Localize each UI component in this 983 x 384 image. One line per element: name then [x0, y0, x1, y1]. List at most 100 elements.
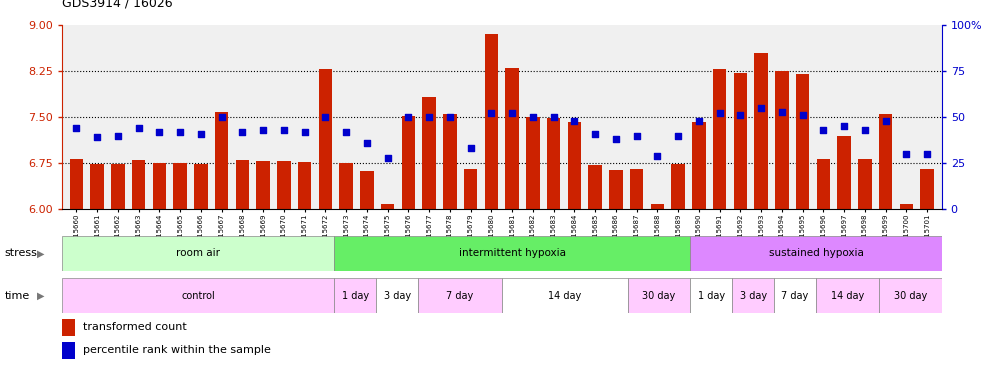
Bar [568, 122, 581, 209]
Point [193, 131, 208, 137]
Bar [776, 71, 788, 209]
Bar [152, 163, 166, 209]
Point [857, 127, 873, 133]
Bar [838, 136, 851, 209]
Text: transformed count: transformed count [83, 322, 187, 333]
Bar [796, 74, 809, 209]
Bar [690, 278, 732, 313]
Point [504, 110, 520, 116]
Bar [879, 114, 893, 209]
Bar [485, 34, 498, 209]
Bar [651, 204, 665, 209]
Point [670, 132, 686, 139]
Text: 30 day: 30 day [894, 291, 927, 301]
Point [566, 118, 582, 124]
Bar [879, 278, 942, 313]
Bar [90, 164, 104, 209]
Bar [526, 117, 540, 209]
Bar [589, 165, 602, 209]
Bar [733, 73, 747, 209]
Point [297, 129, 313, 135]
Bar [443, 114, 457, 209]
Bar [858, 159, 872, 209]
Bar [775, 278, 816, 313]
Bar [195, 164, 207, 209]
Text: 7 day: 7 day [446, 291, 474, 301]
Point [837, 123, 852, 129]
Text: ▶: ▶ [37, 291, 45, 301]
Point [338, 129, 354, 135]
Point [256, 127, 271, 133]
Point [276, 127, 292, 133]
Point [525, 114, 541, 120]
Point [89, 134, 105, 141]
Bar [318, 69, 332, 209]
Point [650, 153, 665, 159]
Bar [70, 159, 84, 209]
Bar [692, 122, 706, 209]
Bar [732, 278, 775, 313]
Point [795, 112, 811, 118]
Point [401, 114, 417, 120]
Point [359, 140, 375, 146]
Point [898, 151, 914, 157]
Bar [62, 278, 334, 313]
Bar [547, 118, 560, 209]
Bar [339, 163, 353, 209]
Bar [334, 278, 376, 313]
Point [587, 131, 603, 137]
Point [878, 118, 894, 124]
Point [463, 146, 479, 152]
Text: 30 day: 30 day [642, 291, 675, 301]
Point [629, 132, 645, 139]
Point [546, 114, 561, 120]
Bar [215, 112, 228, 209]
Bar [816, 278, 879, 313]
Point [422, 114, 437, 120]
Point [214, 114, 230, 120]
Bar [298, 162, 312, 209]
Bar [423, 98, 435, 209]
Bar [173, 163, 187, 209]
Bar [257, 161, 270, 209]
Text: 7 day: 7 day [781, 291, 809, 301]
Point [732, 112, 748, 118]
Bar [505, 68, 519, 209]
Point [110, 132, 126, 139]
Bar [376, 278, 418, 313]
Bar [609, 170, 622, 209]
Bar [111, 164, 125, 209]
Text: 14 day: 14 day [831, 291, 864, 301]
Bar [690, 236, 942, 271]
Point [442, 114, 458, 120]
Bar [920, 169, 934, 209]
Text: GDS3914 / 16026: GDS3914 / 16026 [62, 0, 173, 10]
Bar [381, 204, 394, 209]
Bar [360, 171, 374, 209]
Bar [627, 278, 690, 313]
Point [172, 129, 188, 135]
Point [318, 114, 333, 120]
Point [608, 136, 624, 142]
Text: 1 day: 1 day [342, 291, 369, 301]
Text: ▶: ▶ [37, 248, 45, 258]
Text: intermittent hypoxia: intermittent hypoxia [459, 248, 566, 258]
Bar [62, 236, 334, 271]
Bar [402, 116, 415, 209]
Bar [464, 169, 478, 209]
Bar [671, 164, 685, 209]
Bar [713, 69, 726, 209]
Point [712, 110, 727, 116]
Point [131, 125, 146, 131]
Point [235, 129, 251, 135]
Bar [817, 159, 831, 209]
Point [484, 110, 499, 116]
Bar [334, 236, 690, 271]
Point [753, 105, 769, 111]
Text: 14 day: 14 day [549, 291, 581, 301]
Bar [277, 161, 291, 209]
Text: 1 day: 1 day [698, 291, 724, 301]
Bar [630, 169, 644, 209]
Text: 3 day: 3 day [739, 291, 767, 301]
Text: 3 day: 3 day [383, 291, 411, 301]
